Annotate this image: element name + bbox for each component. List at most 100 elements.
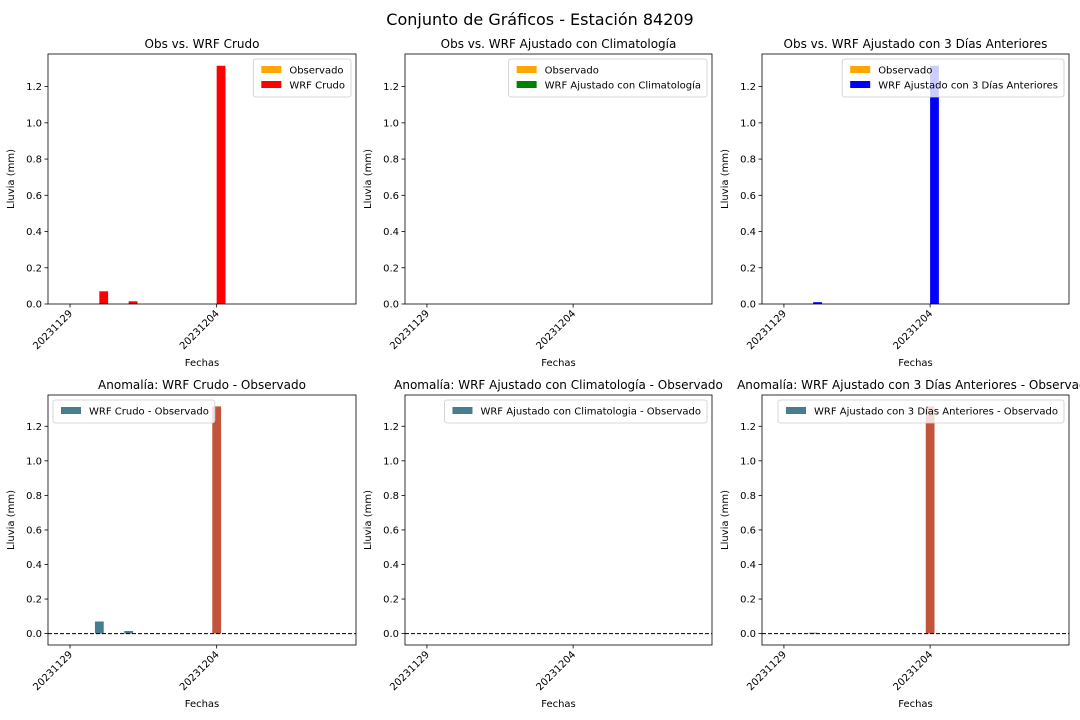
y-axis-label: Lluvia (mm) bbox=[6, 149, 17, 209]
subplot-2: 0.0 0.2 0.4 0.6 0.8 1.0 1.2 20231129 20231204 Fec… bbox=[363, 37, 713, 369]
bar-wrf_3dias-20231130 bbox=[813, 302, 822, 304]
plot-area bbox=[48, 406, 356, 635]
y-tick-label: 1.0 bbox=[26, 118, 42, 129]
y-tick-label: 1.2 bbox=[26, 82, 42, 93]
x-axis-label: Fechas bbox=[898, 358, 933, 369]
y-tick-label: 1.0 bbox=[383, 118, 399, 129]
legend-label: Observado bbox=[878, 66, 932, 77]
legend: Observado WRF Ajustado con 3 Días Anterio… bbox=[841, 58, 1065, 98]
legend-box bbox=[777, 399, 1065, 424]
bar-wrf_crudo-20231130 bbox=[99, 291, 109, 304]
bar-anomaly_negative-20231204 bbox=[212, 406, 222, 634]
y-tick-label: 0.6 bbox=[740, 191, 756, 202]
x-axis-label: Fechas bbox=[898, 699, 933, 710]
x-tick-label: 20231204 bbox=[534, 649, 578, 693]
legend-swatch-wrf_crudo bbox=[261, 81, 282, 88]
axes-frame bbox=[47, 53, 357, 305]
y-tick-label: 0.0 bbox=[383, 300, 399, 311]
y-axis-label: Lluvia (mm) bbox=[720, 490, 731, 550]
y-tick-label: 1.2 bbox=[740, 422, 756, 433]
x-tick-label: 20231204 bbox=[178, 649, 222, 693]
y-tick-label: 0.6 bbox=[383, 191, 399, 202]
y-tick-label: 0.4 bbox=[26, 227, 42, 238]
y-tick-label: 0.6 bbox=[26, 525, 42, 536]
y-tick-label: 0.2 bbox=[26, 595, 42, 606]
y-tick-label: 1.0 bbox=[383, 456, 399, 467]
y-tick-label: 1.2 bbox=[26, 422, 42, 433]
bar-anomaly_negative-20231130 bbox=[94, 621, 104, 634]
y-axis-label: Lluvia (mm) bbox=[363, 149, 374, 209]
bar-anomaly_negative-20231204 bbox=[925, 406, 935, 634]
subplot-title: Anomalía: WRF Crudo - Observado bbox=[98, 378, 306, 392]
y-tick-label: 0.2 bbox=[740, 263, 756, 274]
y-tick-label: 0.4 bbox=[26, 560, 42, 571]
axes-frame bbox=[47, 394, 357, 646]
legend-label: Observado bbox=[545, 66, 599, 77]
plot-area bbox=[762, 406, 1069, 635]
x-axis-label: Fechas bbox=[185, 358, 220, 369]
subplot-5: 0.0 0.2 0.4 0.6 0.8 1.0 1.2 20231129 20231204 Fec… bbox=[363, 378, 723, 710]
y-tick-label: 0.0 bbox=[740, 629, 756, 640]
bar-wrf_crudo-20231201 bbox=[128, 301, 138, 304]
x-tick-label: 20231129 bbox=[745, 308, 789, 352]
y-tick-label: 1.0 bbox=[740, 456, 756, 467]
subplot-title: Anomalía: WRF Ajustado con Climatología … bbox=[394, 378, 723, 392]
y-tick-label: 1.2 bbox=[383, 422, 399, 433]
x-tick-label: 20231204 bbox=[891, 308, 935, 352]
legend-swatch-observado bbox=[516, 66, 537, 73]
legend-swatch-wrf_climatologia bbox=[516, 81, 537, 88]
legend-label: WRF Ajustado con Climatología bbox=[545, 80, 701, 92]
legend-label: WRF Ajustado con Climatologia - Observad… bbox=[480, 407, 701, 418]
legend-swatch-anomaly_negative bbox=[786, 407, 807, 414]
y-tick-label: 0.8 bbox=[26, 155, 42, 166]
legend: Observado WRF Ajustado con Climatología bbox=[508, 58, 708, 98]
bar-wrf_3dias-20231204 bbox=[930, 65, 939, 304]
legend-box bbox=[52, 399, 216, 424]
y-tick-label: 1.2 bbox=[740, 82, 756, 93]
legend-swatch-wrf_3dias bbox=[850, 81, 871, 88]
legend-label: WRF Crudo bbox=[289, 81, 345, 92]
y-tick-label: 0.6 bbox=[26, 191, 42, 202]
y-tick-label: 0.2 bbox=[26, 263, 42, 274]
subplot-title: Anomalía: WRF Ajustado con 3 Días Anteri… bbox=[737, 378, 1080, 392]
bar-anomaly_negative-20231201 bbox=[124, 631, 134, 634]
y-tick-label: 1.0 bbox=[740, 118, 756, 129]
y-tick-label: 0.2 bbox=[740, 595, 756, 606]
y-axis-label: Lluvia (mm) bbox=[363, 490, 374, 550]
subplot-title: Obs vs. WRF Ajustado con 3 Días Anterior… bbox=[784, 37, 1048, 51]
y-tick-label: 0.4 bbox=[383, 560, 399, 571]
subplot-title: Obs vs. WRF Crudo bbox=[145, 37, 260, 51]
y-tick-label: 1.2 bbox=[383, 82, 399, 93]
legend-swatch-anomaly_negative bbox=[452, 407, 473, 414]
axes-frame bbox=[404, 53, 713, 305]
subplot-4: 0.0 0.2 0.4 0.6 0.8 1.0 1.2 20231129 20231204 Fec… bbox=[6, 378, 357, 710]
y-tick-label: 0.8 bbox=[383, 491, 399, 502]
legend-label: WRF Ajustado con 3 Días Anteriores - Obs… bbox=[814, 406, 1058, 418]
x-axis-label: Fechas bbox=[185, 699, 220, 710]
legend-box bbox=[444, 399, 708, 424]
y-tick-label: 0.0 bbox=[740, 300, 756, 311]
axes-frame bbox=[761, 53, 1070, 305]
y-tick-label: 0.4 bbox=[740, 227, 756, 238]
legend: Observado WRF Crudo bbox=[252, 58, 352, 98]
x-axis-label: Fechas bbox=[541, 358, 576, 369]
x-tick-label: 20231204 bbox=[178, 308, 222, 352]
y-tick-label: 0.0 bbox=[26, 300, 42, 311]
legend-label: WRF Crudo - Observado bbox=[89, 407, 209, 418]
subplot-title: Obs vs. WRF Ajustado con Climatología bbox=[441, 37, 677, 51]
y-tick-label: 0.0 bbox=[26, 629, 42, 640]
x-tick-label: 20231129 bbox=[388, 308, 432, 352]
axes-frame bbox=[761, 394, 1070, 646]
subplot-6: 0.0 0.2 0.4 0.6 0.8 1.0 1.2 20231129 20231204 Fec… bbox=[720, 378, 1080, 710]
legend-swatch-observado bbox=[261, 66, 282, 73]
axes-frame bbox=[404, 394, 713, 646]
y-tick-label: 0.4 bbox=[383, 227, 399, 238]
y-tick-label: 0.6 bbox=[383, 525, 399, 536]
x-tick-label: 20231129 bbox=[388, 649, 432, 693]
legend-box bbox=[841, 58, 1065, 98]
y-tick-label: 0.2 bbox=[383, 595, 399, 606]
y-tick-label: 0.6 bbox=[740, 525, 756, 536]
x-axis-label: Fechas bbox=[541, 699, 576, 710]
y-axis-label: Lluvia (mm) bbox=[720, 149, 731, 209]
